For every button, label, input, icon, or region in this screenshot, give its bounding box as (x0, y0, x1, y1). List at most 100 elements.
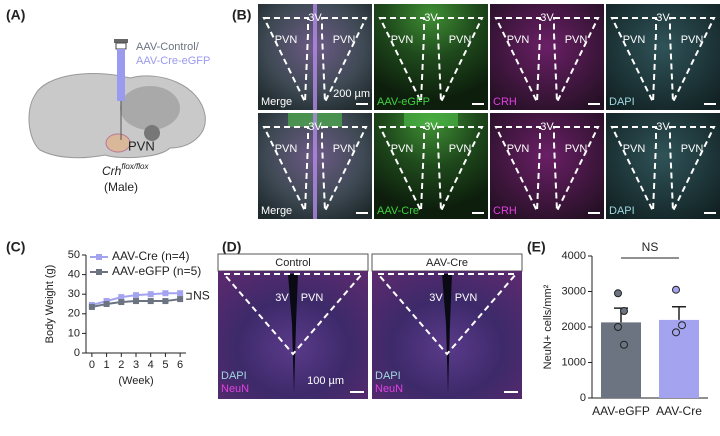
scale-label: 100 µm (307, 375, 344, 387)
data-point (620, 307, 628, 316)
y-tick-label: 10 (68, 327, 80, 339)
region-label: PVN (449, 34, 472, 46)
ventricle-line (313, 4, 317, 110)
pvn-outline (494, 17, 541, 103)
syringe-plunger (114, 39, 128, 43)
column-label: AAV-Cre (426, 257, 468, 269)
error-bar (672, 306, 686, 320)
pvn-outline (321, 126, 368, 212)
pvn-outline (378, 17, 425, 103)
data-point (103, 301, 110, 307)
channel-label: Merge (261, 96, 292, 108)
y-tick-label: 50 (68, 249, 80, 261)
image-tile (606, 4, 720, 110)
region-label: PVN (301, 292, 324, 304)
micrograph: 3V PVN PVN Merge 200 µm (258, 4, 372, 110)
scale-label: 200 µm (333, 88, 370, 100)
panel-label: (A) (6, 7, 25, 23)
y-tick-label: 0 (74, 347, 80, 359)
region-label: PVN (333, 34, 356, 46)
channel-label: CRH (493, 96, 517, 108)
x-tick-label: 4 (148, 359, 154, 371)
data-point (177, 290, 184, 297)
virus-label: AAV-Cre-eGFP (136, 55, 210, 67)
ventricle-label: 3V (275, 292, 289, 304)
column-label: Control (275, 257, 310, 269)
region-label: PVN (565, 34, 588, 46)
pvn-outline (669, 126, 716, 212)
virus-label: AAV-Control/ (136, 41, 200, 53)
channel-label: CRH (493, 205, 517, 217)
pvn-outline (437, 126, 484, 212)
cerebellum (120, 86, 180, 130)
y-tick-label: 0 (580, 392, 586, 404)
pvn-outline (437, 17, 484, 103)
pvn-outline (494, 126, 541, 212)
region-label: PVN (275, 34, 298, 46)
region-label: PVN (507, 143, 530, 155)
panel-label: (E) (527, 239, 546, 255)
gene: Crh (102, 164, 122, 178)
channel-label: DAPI (609, 96, 635, 108)
data-point (620, 340, 628, 349)
stain-label: DAPI (375, 370, 401, 382)
panel-label: (C) (6, 239, 25, 255)
bar (601, 322, 641, 398)
region-label: PVN (333, 143, 356, 155)
data-point (162, 290, 169, 297)
x-tick-label: 5 (162, 359, 168, 371)
region-label: PVN (128, 138, 155, 153)
region-label: PVN (275, 143, 298, 155)
pvn-region (105, 133, 131, 153)
data-point (133, 298, 139, 305)
data-point (88, 303, 95, 310)
region-label: PVN (565, 143, 588, 155)
micrograph: 3V PVN PVN DAPI (606, 4, 720, 110)
legend-label: AAV-eGFP (n=5) (112, 264, 201, 278)
region-label: PVN (623, 143, 646, 155)
ventricle-label: 3V (540, 12, 554, 24)
ventricle-label: 3V (656, 12, 670, 24)
y-tick-label: 40 (68, 269, 80, 281)
pvn-outline (375, 273, 519, 356)
region-label: PVN (681, 34, 704, 46)
micrograph: 3V PVN PVN CRH (490, 4, 604, 110)
data-point (614, 289, 622, 298)
ventricle-label: 3V (308, 12, 322, 24)
image-tile (606, 113, 720, 219)
y-tick-label: 30 (68, 288, 80, 300)
stain-label: NeuN (375, 383, 403, 395)
top-glow (404, 113, 458, 127)
pvn-outline (262, 17, 309, 103)
y-tick-label: 1000 (562, 356, 586, 368)
channel-label: AAV-Cre (377, 205, 419, 217)
significance-label: NS (193, 288, 210, 302)
x-tick-label: 3 (133, 359, 139, 371)
x-tick-label: AAV-eGFP (592, 404, 650, 418)
panel-a: (A) AAV-Control/ AAV-Cre-eGFP PVN Crhflo… (6, 7, 210, 194)
channel-label: Merge (261, 205, 292, 217)
data-point (133, 292, 139, 299)
data-point (147, 291, 154, 298)
allele: flox/flox (121, 162, 149, 171)
ventricle-label: 3V (656, 121, 670, 133)
panel-label: (B) (232, 7, 251, 23)
data-point (672, 328, 680, 337)
pvn-outline (553, 17, 600, 103)
x-tick-label: 1 (104, 359, 110, 371)
pvn-outline (610, 17, 657, 103)
significance-bracket (186, 292, 192, 300)
micrograph: 3V PVN PVN AAV-eGFP (374, 4, 488, 110)
micrograph: 3V PVN PVN Merge (258, 113, 372, 219)
legend-label: AAV-Cre (n=4) (112, 249, 189, 263)
panel-label: (D) (222, 239, 241, 255)
region-label: PVN (391, 34, 414, 46)
stain-label: DAPI (221, 370, 247, 382)
x-tick-label: AAV-Cre (656, 404, 702, 418)
region-label: PVN (507, 34, 530, 46)
legend-marker (96, 254, 102, 260)
y-axis-label: NeuN+ cells/mm² (542, 284, 554, 369)
x-tick-label: 6 (177, 359, 183, 371)
genotype: Crhflox/flox (102, 162, 149, 178)
